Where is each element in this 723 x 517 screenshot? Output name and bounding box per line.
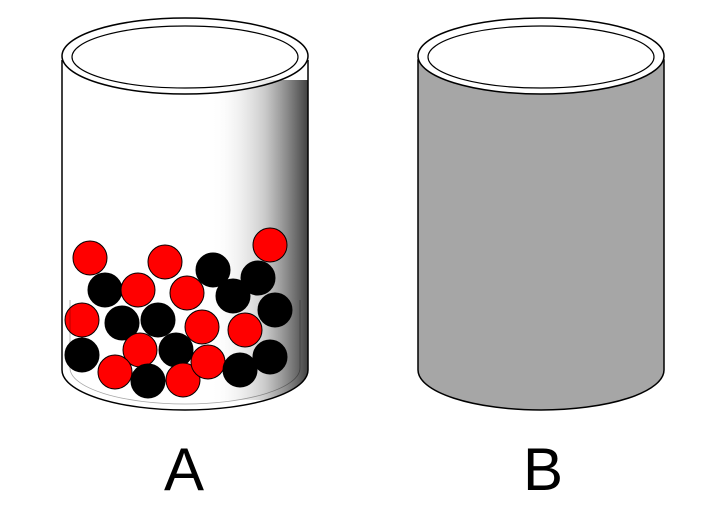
jar-a-rim-inner (71, 25, 299, 89)
red-marble (64, 302, 100, 338)
red-marble (147, 244, 183, 280)
black-marble (215, 278, 251, 314)
red-marble (184, 309, 220, 345)
jar-a-inner-bottom (69, 300, 301, 405)
red-marble (252, 227, 288, 263)
black-marble (252, 339, 288, 375)
black-marble (240, 260, 276, 296)
red-marble (169, 275, 205, 311)
red-marble (120, 272, 156, 308)
black-marble (64, 337, 100, 373)
container-a-label: A (163, 436, 205, 503)
black-marble (87, 272, 123, 308)
red-marble (97, 354, 133, 390)
red-marble (72, 240, 108, 276)
marble-group (64, 227, 293, 399)
black-marble (130, 363, 166, 399)
container-b (417, 17, 665, 411)
black-marble (257, 292, 293, 328)
red-marble (227, 312, 263, 348)
black-marble (195, 252, 231, 288)
red-marble (190, 344, 226, 380)
jar-b-rim-inner (427, 25, 655, 89)
red-marble (165, 362, 201, 398)
black-marble (140, 302, 176, 338)
jar-a-body-outline (61, 60, 309, 411)
black-marble (158, 332, 194, 368)
black-marble (222, 352, 258, 388)
container-b-label: B (522, 436, 564, 503)
black-marble (104, 305, 140, 341)
container-a (61, 17, 309, 411)
jar-b-body (417, 59, 665, 411)
